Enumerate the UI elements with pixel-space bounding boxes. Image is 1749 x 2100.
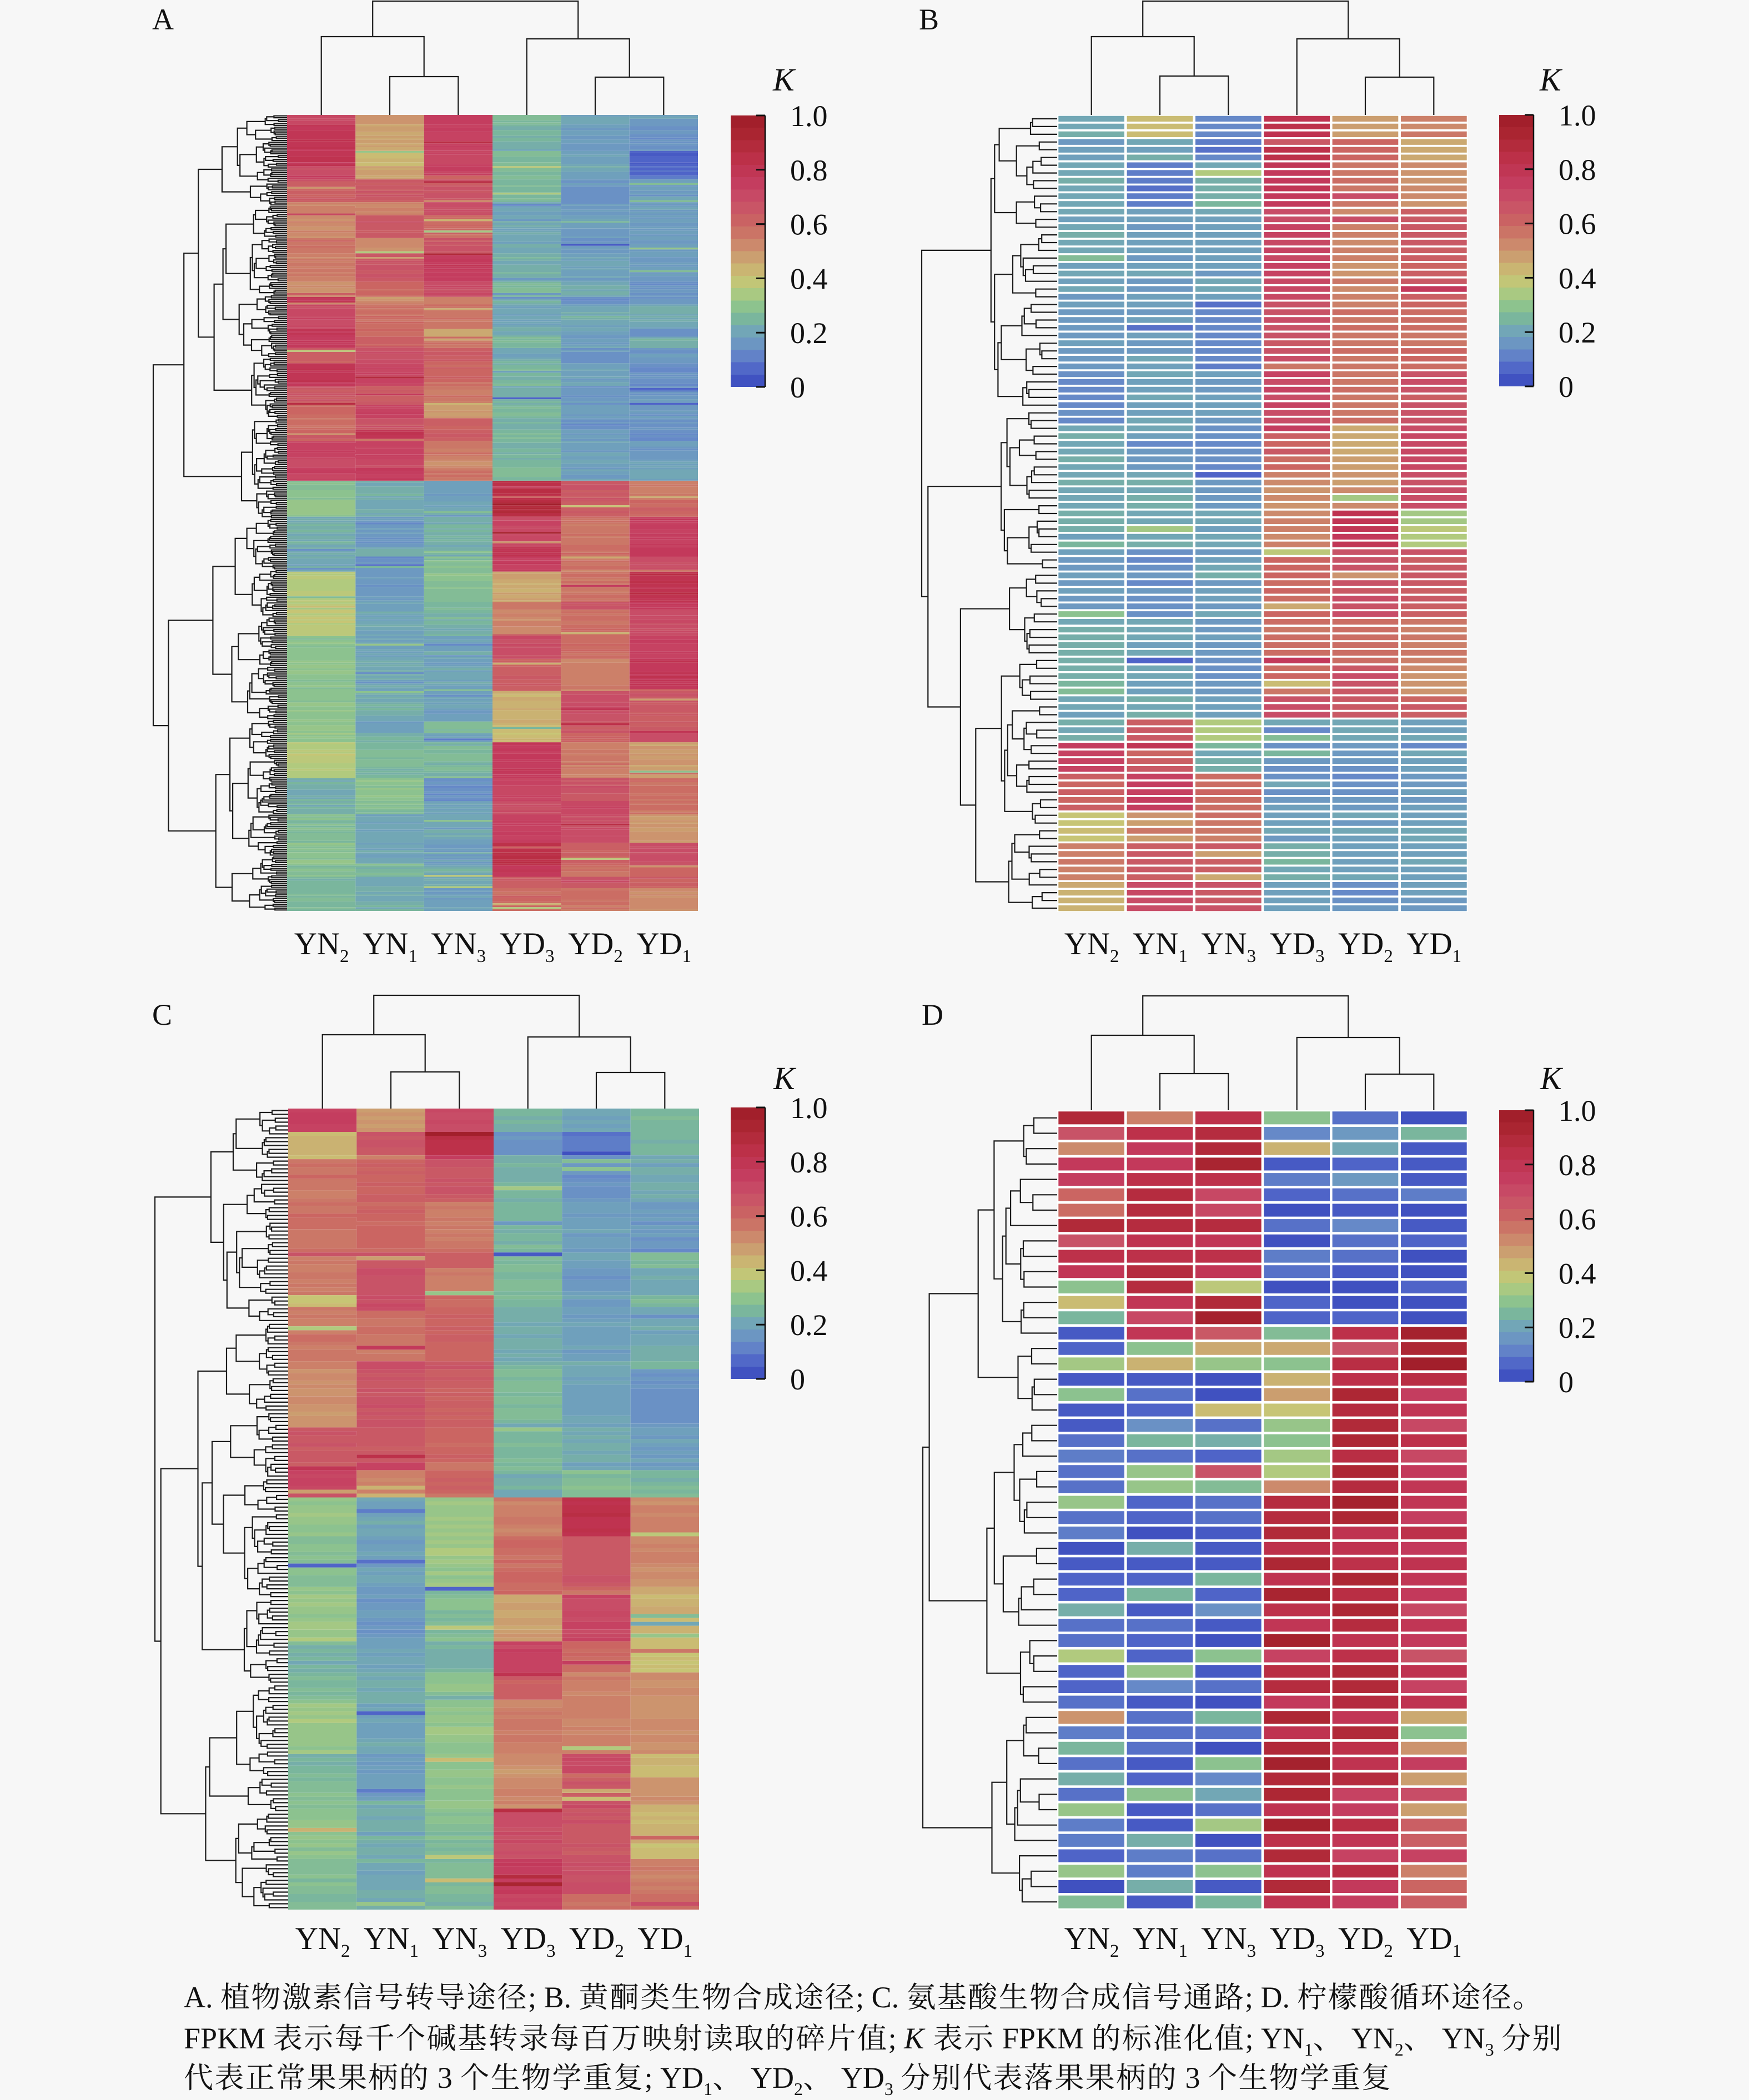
svg-text:; B.: ; B. xyxy=(528,1981,579,2014)
svg-text:1: 1 xyxy=(703,2079,712,2097)
svg-text:0: 0 xyxy=(1559,1366,1574,1399)
svg-text:0.4: 0.4 xyxy=(1559,261,1596,295)
svg-text:1.0: 1.0 xyxy=(790,1091,828,1125)
svg-text:;: ; xyxy=(888,2022,904,2055)
svg-text:0.8: 0.8 xyxy=(790,154,828,187)
svg-text:YN: YN xyxy=(1344,2022,1395,2055)
svg-text:0.6: 0.6 xyxy=(1559,208,1596,241)
svg-text:0.4: 0.4 xyxy=(790,262,828,295)
svg-text:A: A xyxy=(152,3,174,36)
svg-text:0.2: 0.2 xyxy=(1559,316,1596,349)
svg-text:YN: YN xyxy=(1434,2022,1485,2055)
svg-text:1: 1 xyxy=(1304,2039,1313,2059)
svg-text:2: 2 xyxy=(1395,2039,1404,2059)
svg-text:0.2: 0.2 xyxy=(790,1308,828,1342)
svg-text:K: K xyxy=(903,2022,926,2055)
svg-text:A.: A. xyxy=(184,1981,220,2014)
svg-text:; YN: ; YN xyxy=(1245,2022,1305,2055)
svg-text:D: D xyxy=(922,998,943,1031)
svg-text:0.6: 0.6 xyxy=(790,1200,828,1233)
svg-text:0.8: 0.8 xyxy=(1559,1149,1596,1182)
svg-text:3: 3 xyxy=(430,2061,460,2094)
svg-text:K: K xyxy=(773,1060,797,1096)
svg-text:K: K xyxy=(1539,62,1563,98)
svg-text:C: C xyxy=(152,998,172,1031)
svg-text:0.2: 0.2 xyxy=(790,316,828,350)
svg-text:0: 0 xyxy=(790,1363,805,1396)
svg-text:0.4: 0.4 xyxy=(1559,1257,1596,1290)
svg-text:0.6: 0.6 xyxy=(1559,1203,1596,1236)
svg-text:0.8: 0.8 xyxy=(1559,153,1596,187)
svg-text:YD: YD xyxy=(743,2061,795,2094)
svg-text:FPKM: FPKM xyxy=(184,2022,273,2055)
svg-text:2: 2 xyxy=(794,2079,803,2097)
svg-text:0.4: 0.4 xyxy=(790,1254,828,1287)
svg-text:0.8: 0.8 xyxy=(790,1146,828,1179)
svg-text:; D.: ; D. xyxy=(1245,1981,1298,2014)
svg-text:K: K xyxy=(1540,1060,1564,1096)
svg-text:1.0: 1.0 xyxy=(1559,99,1596,132)
svg-text:0.6: 0.6 xyxy=(790,208,828,241)
svg-text:; YD: ; YD xyxy=(645,2061,704,2094)
svg-text:B: B xyxy=(919,3,939,36)
svg-text:0: 0 xyxy=(1559,370,1574,404)
svg-text:1.0: 1.0 xyxy=(1559,1094,1596,1127)
svg-text:FPKM: FPKM xyxy=(994,2022,1091,2055)
svg-text:YN1: YN1 xyxy=(1133,1921,1188,1961)
svg-text:0.2: 0.2 xyxy=(1559,1311,1596,1344)
svg-text:3: 3 xyxy=(1485,2039,1494,2059)
svg-text:3: 3 xyxy=(1178,2061,1208,2094)
svg-text:YD: YD xyxy=(833,2061,884,2094)
svg-text:3: 3 xyxy=(884,2079,893,2097)
svg-text:1.0: 1.0 xyxy=(790,99,828,133)
svg-text:; C.: ; C. xyxy=(856,1981,907,2014)
svg-text:0: 0 xyxy=(790,371,805,404)
svg-text:K: K xyxy=(772,62,796,98)
